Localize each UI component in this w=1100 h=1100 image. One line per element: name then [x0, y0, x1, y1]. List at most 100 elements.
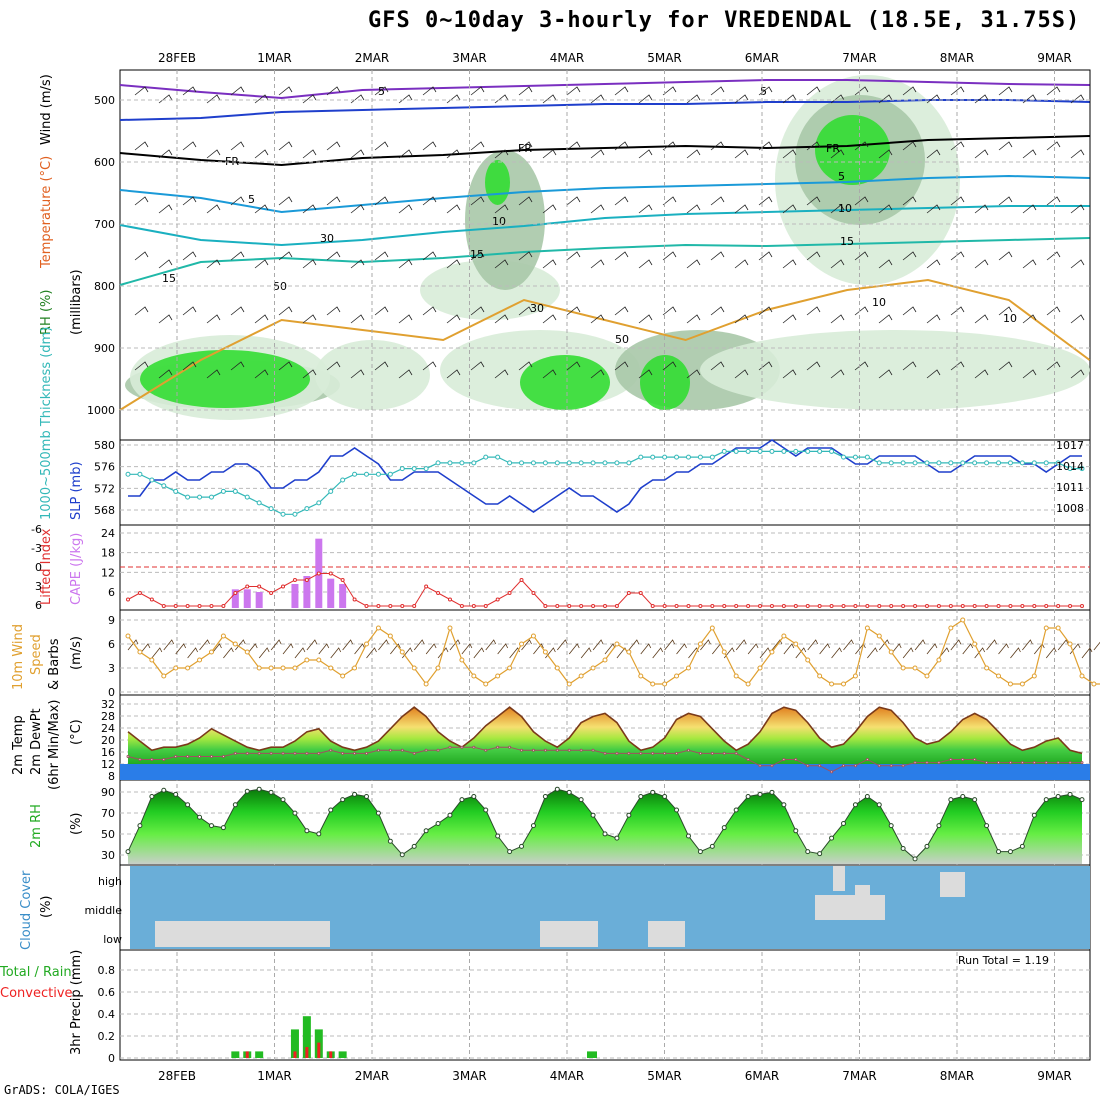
wind10-tick: 0: [108, 686, 115, 699]
dewpoint2m-point: [889, 764, 893, 768]
dewpoint2m-point: [961, 758, 965, 762]
wind10-speed-point: [1007, 681, 1013, 687]
wind-barb: [398, 149, 413, 159]
dewpoint2m-point: [543, 748, 547, 752]
label-wind10-unit: (m/s): [69, 636, 84, 670]
wind10-barb: [676, 643, 687, 655]
thickness-tick: 576: [94, 461, 115, 474]
precip-convective-bar: [305, 1047, 309, 1058]
wind10-barb: [652, 647, 664, 659]
lifted-index-point: [233, 591, 238, 595]
wind10-barb: [497, 643, 509, 655]
wind-barb: [590, 149, 605, 159]
wind10-tick: 3: [108, 662, 115, 675]
dewpoint2m-point: [281, 751, 285, 755]
wind10-barb: [688, 647, 699, 659]
cloud-block: [940, 872, 965, 897]
lifted-index-point: [746, 604, 751, 608]
wind-barb: [278, 251, 293, 261]
li-tick-label: 3: [35, 580, 42, 593]
wind10-speed-point: [817, 673, 823, 679]
wind-barb: [446, 204, 461, 214]
wind10-barb: [938, 647, 950, 659]
wind10-speed-point: [841, 681, 846, 687]
wind-barb: [902, 196, 917, 206]
label-temp2m-unit: (°C): [69, 719, 84, 745]
wind-barb: [446, 149, 461, 159]
axis-labels: RH (%) Temperature (°C) Wind (m/s) (mill…: [0, 74, 1049, 1055]
dewpoint2m-point: [269, 751, 273, 755]
lifted-index-point: [841, 604, 846, 608]
dewpoint2m-point: [520, 748, 524, 752]
label-wind10-c: & Barbs: [47, 638, 62, 690]
wind-barb: [134, 361, 149, 371]
pressure-tick-label: 500: [94, 94, 115, 107]
wind10-barb: [139, 643, 151, 655]
frame-wind10: [119, 609, 1091, 696]
wind10-speed-point: [197, 657, 203, 663]
wind10-barb: [855, 643, 866, 655]
precip-tick: 0.2: [98, 1030, 116, 1043]
dewpoint2m-point: [305, 751, 309, 755]
wind-barb: [1022, 94, 1037, 104]
wind10-speed-point: [638, 673, 644, 679]
wind-barb: [878, 314, 893, 324]
thickness-point: [781, 448, 787, 454]
wind-barb: [566, 306, 581, 316]
thickness-point: [662, 454, 668, 460]
wind10-barb: [342, 639, 354, 651]
thickness-point: [972, 460, 978, 466]
wind10-tick: 6: [108, 638, 115, 651]
tick-layer: 500600700800900100028FEB28FEB1MAR1MAR2MA…: [31, 51, 1084, 1083]
wind-barb: [638, 149, 653, 159]
thickness-point: [1079, 466, 1085, 472]
wind-barb: [494, 369, 509, 379]
rh2m-point: [495, 833, 501, 839]
rh2m-point: [459, 797, 465, 803]
thickness-point: [721, 448, 727, 454]
wind10-speed-point: [280, 665, 286, 671]
dewpoint2m-point: [949, 758, 953, 762]
thickness-point: [530, 460, 536, 466]
wind-barb: [1046, 196, 1061, 206]
wind10-speed-point: [769, 649, 775, 655]
wind-barb: [662, 251, 677, 261]
wind10-speed-point: [173, 665, 179, 671]
date-label-top: 2MAR: [355, 51, 390, 65]
thickness-point: [912, 460, 918, 466]
lifted-index-point: [447, 597, 452, 602]
date-label-top: 8MAR: [940, 51, 975, 65]
wind10-barb: [378, 639, 389, 651]
wind10-speed-point: [387, 633, 393, 639]
temp2m-tick: 8: [108, 770, 115, 783]
wind10-speed-point: [208, 649, 214, 655]
wind10-speed-point: [232, 641, 238, 647]
dewpoint2m-point: [400, 748, 404, 752]
wind-barb: [998, 196, 1013, 206]
wind-barb: [134, 306, 149, 316]
dewpoint2m-point: [842, 764, 845, 768]
precip-convective-bar: [245, 1051, 249, 1058]
rh2m-point: [721, 825, 727, 831]
dewpoint2m-point: [329, 748, 333, 752]
lifted-index-line: [127, 573, 1082, 607]
label-millibars: (millibars): [69, 269, 84, 335]
dewpoint2m-point: [221, 754, 225, 758]
wind-barb: [950, 141, 965, 151]
rh2m-point: [697, 849, 703, 855]
rh2m-tick: 70: [101, 807, 115, 820]
rh2m-point: [888, 823, 894, 829]
wind-barb: [926, 149, 941, 159]
thickness-point: [852, 454, 858, 460]
wind-barb: [902, 86, 917, 96]
wind10-speed-point: [340, 673, 346, 679]
thickness-point: [208, 494, 214, 500]
rh2m-point: [387, 838, 393, 844]
lifted-index-point: [698, 604, 703, 608]
wind-barb: [254, 369, 269, 379]
rh2m-point: [125, 849, 131, 855]
dewpoint2m-point: [531, 748, 535, 752]
dewpoint2m-point: [245, 751, 249, 755]
contour-label: 10: [872, 296, 886, 309]
